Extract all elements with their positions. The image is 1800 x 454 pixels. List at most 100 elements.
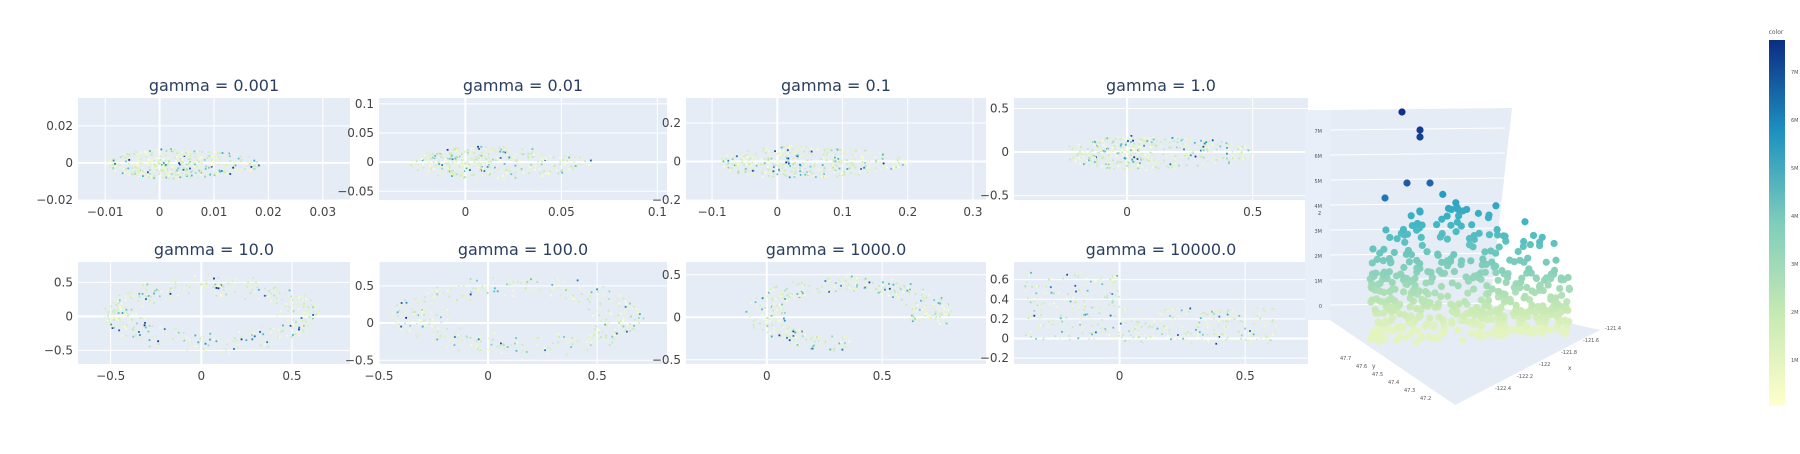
data-point [557,286,559,289]
x-tick-label: 0.1 [833,205,852,219]
data-point [185,284,188,287]
data-point [806,171,808,174]
data-point [558,332,561,335]
data-point [117,301,120,304]
data-point [1190,332,1192,335]
data-point [426,292,429,295]
data-point [136,153,139,156]
data-point [771,323,773,326]
data-point [1244,327,1246,330]
data-point [193,167,196,170]
data-point [797,156,799,159]
data-point [812,174,815,177]
data-point [778,162,781,165]
data-point [193,345,196,348]
data-point [276,296,278,299]
data-point [1109,155,1112,158]
data-point [1211,139,1214,142]
data-point [772,164,775,167]
data-point [907,286,910,289]
data-point [1104,137,1107,140]
data-point [588,336,591,338]
data-point [800,288,803,291]
data-point [447,289,449,292]
data-point [791,171,793,173]
data-point [118,317,121,320]
data-point [419,321,422,324]
data-point-3d [1520,237,1528,246]
data-point [159,155,162,158]
data-point [401,311,404,314]
data-point [1109,150,1112,153]
data-point [142,175,144,178]
x-tick-label: 0 [763,369,771,383]
data-point [1140,326,1143,328]
data-point [562,159,565,161]
data-point [519,170,522,173]
data-point [506,148,509,150]
data-point [308,316,311,319]
data-point [1132,160,1135,163]
data-point [1111,142,1114,145]
data-point [750,314,752,317]
scene-3d[interactable]: 7M6M5M4M3M2M1M047.7-121.447.6-121.647.5-… [1305,108,1621,405]
data-point [466,341,469,343]
data-point [194,156,197,158]
data-point [733,164,736,167]
data-point [1208,140,1211,143]
data-point [128,153,130,156]
data-point [900,298,903,301]
data-point [1123,148,1126,151]
data-point [1120,143,1123,146]
data-point [1116,289,1119,292]
data-point [1193,141,1196,144]
data-point [261,326,264,329]
data-point [799,294,802,297]
y-tick-label: −0.5 [345,353,374,367]
data-point [196,176,199,179]
data-point-3d [1435,267,1443,275]
data-point [233,160,235,163]
data-point-3d [1563,298,1571,306]
data-point [108,158,111,161]
data-point [776,152,779,155]
data-point [130,308,133,311]
data-point [462,176,465,179]
data-point [460,164,463,166]
data-point [530,152,533,155]
data-point-3d [1423,320,1431,328]
data-point [1133,142,1135,145]
data-point [1025,334,1028,337]
data-point [496,290,499,293]
data-point [1168,146,1170,149]
data-point [903,159,905,161]
data-point [1227,320,1229,323]
y-tick-label: −0.5 [44,343,73,357]
data-point [768,332,771,335]
data-point [504,151,507,154]
data-point [1149,321,1152,324]
data-point [1231,150,1234,153]
data-point [250,161,253,163]
data-point [411,159,414,162]
data-point [508,353,510,356]
data-point [1148,137,1151,139]
data-point [264,287,267,290]
data-point [476,148,478,151]
data-point [516,341,518,344]
data-point [260,332,263,334]
data-point [1030,330,1033,333]
data-point [533,337,536,340]
data-point [170,173,173,176]
data-point [1111,336,1114,338]
data-point-3d [1416,126,1424,134]
data-point [940,297,943,299]
